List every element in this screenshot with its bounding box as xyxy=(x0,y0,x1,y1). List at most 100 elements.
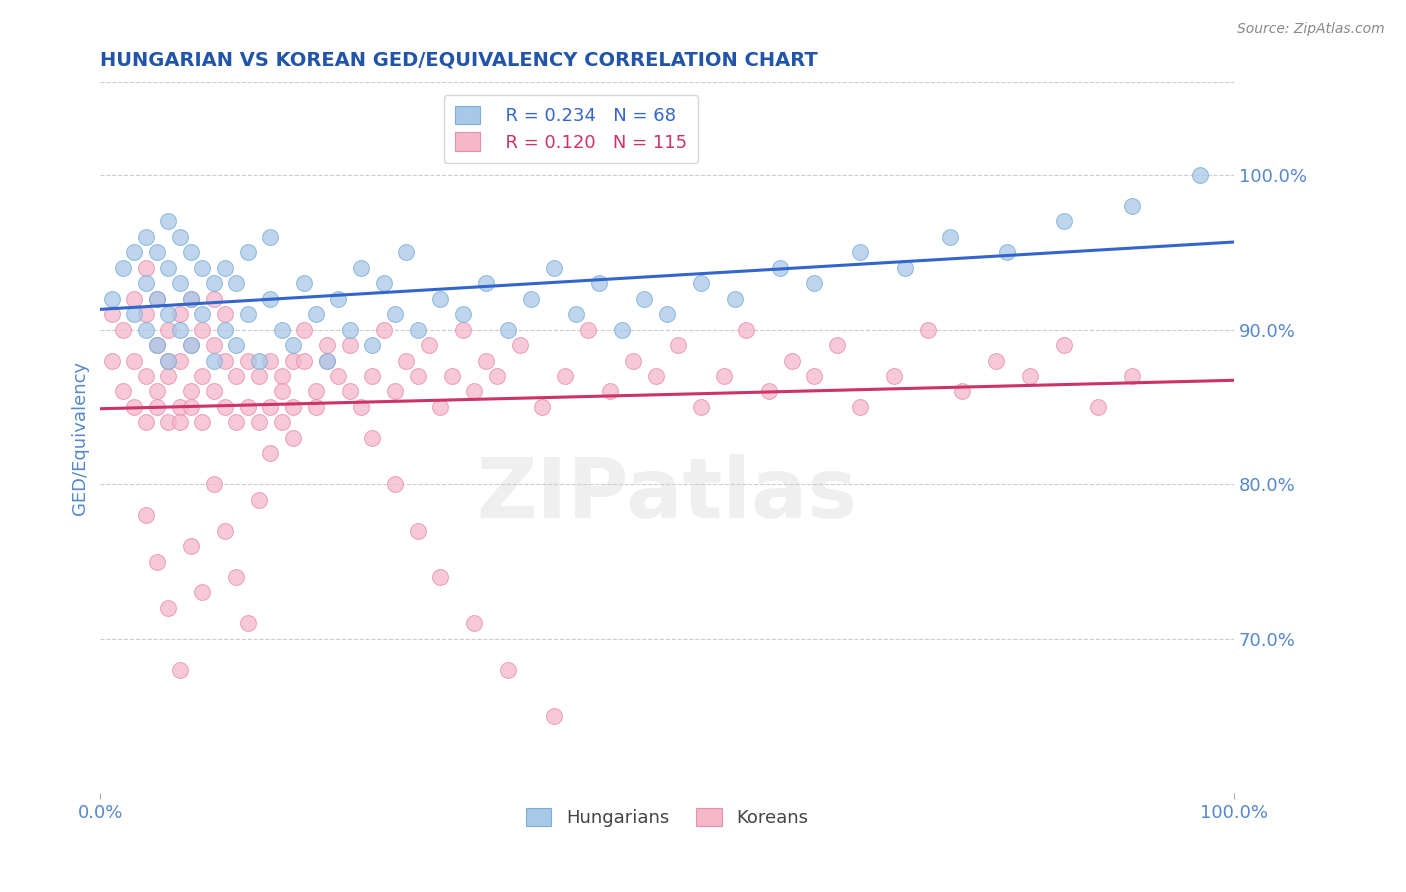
Point xyxy=(180,338,202,352)
Point xyxy=(848,245,870,260)
Point xyxy=(157,260,180,275)
Point xyxy=(361,369,384,384)
Point xyxy=(292,353,315,368)
Point xyxy=(758,384,780,399)
Point xyxy=(236,616,259,631)
Point xyxy=(169,400,191,414)
Point xyxy=(146,338,169,352)
Point xyxy=(214,400,236,414)
Point xyxy=(429,400,451,414)
Point xyxy=(350,260,373,275)
Point xyxy=(225,277,247,291)
Point xyxy=(191,260,214,275)
Point xyxy=(803,277,825,291)
Point xyxy=(339,384,361,399)
Point xyxy=(780,353,803,368)
Point xyxy=(111,260,134,275)
Point xyxy=(191,307,214,321)
Point xyxy=(146,245,169,260)
Point xyxy=(406,369,429,384)
Point xyxy=(169,353,191,368)
Point xyxy=(644,369,666,384)
Point xyxy=(350,400,373,414)
Point xyxy=(451,307,474,321)
Point xyxy=(498,663,520,677)
Point xyxy=(281,400,304,414)
Point xyxy=(180,384,202,399)
Point xyxy=(157,416,180,430)
Point xyxy=(146,292,169,306)
Point xyxy=(1121,199,1143,213)
Point xyxy=(124,307,146,321)
Point xyxy=(543,260,565,275)
Point xyxy=(474,277,496,291)
Point xyxy=(883,369,905,384)
Point xyxy=(135,323,157,337)
Point xyxy=(180,338,202,352)
Point xyxy=(520,292,543,306)
Point xyxy=(373,323,395,337)
Point xyxy=(486,369,509,384)
Point xyxy=(169,230,191,244)
Point xyxy=(169,416,191,430)
Point xyxy=(1053,214,1076,228)
Point xyxy=(157,600,180,615)
Point xyxy=(328,292,350,306)
Point xyxy=(111,323,134,337)
Point xyxy=(180,245,202,260)
Point xyxy=(157,214,180,228)
Point xyxy=(247,416,270,430)
Point xyxy=(328,369,350,384)
Point xyxy=(225,369,247,384)
Point xyxy=(655,307,678,321)
Point xyxy=(191,585,214,599)
Point xyxy=(395,353,418,368)
Point xyxy=(270,323,292,337)
Legend: Hungarians, Koreans: Hungarians, Koreans xyxy=(519,800,815,834)
Point xyxy=(135,260,157,275)
Point xyxy=(270,416,292,430)
Point xyxy=(724,292,747,306)
Point xyxy=(169,323,191,337)
Point xyxy=(146,292,169,306)
Point xyxy=(157,307,180,321)
Point xyxy=(259,400,281,414)
Point xyxy=(463,616,485,631)
Point xyxy=(440,369,463,384)
Point xyxy=(157,323,180,337)
Point xyxy=(225,570,247,584)
Point xyxy=(202,277,225,291)
Point xyxy=(180,292,202,306)
Point xyxy=(236,353,259,368)
Point xyxy=(214,323,236,337)
Point xyxy=(259,353,281,368)
Point xyxy=(509,338,531,352)
Point xyxy=(984,353,1007,368)
Point xyxy=(124,292,146,306)
Point xyxy=(191,369,214,384)
Point xyxy=(202,338,225,352)
Point xyxy=(543,709,565,723)
Point xyxy=(169,307,191,321)
Point xyxy=(214,260,236,275)
Point xyxy=(202,353,225,368)
Point xyxy=(418,338,440,352)
Point xyxy=(429,292,451,306)
Point xyxy=(498,323,520,337)
Point xyxy=(124,400,146,414)
Point xyxy=(939,230,962,244)
Point xyxy=(100,307,122,321)
Point xyxy=(270,369,292,384)
Point xyxy=(995,245,1018,260)
Point xyxy=(146,554,169,568)
Point xyxy=(146,338,169,352)
Point xyxy=(135,230,157,244)
Point xyxy=(247,492,270,507)
Point xyxy=(169,663,191,677)
Point xyxy=(202,384,225,399)
Point xyxy=(180,292,202,306)
Point xyxy=(384,477,406,491)
Point xyxy=(247,353,270,368)
Point xyxy=(848,400,870,414)
Point xyxy=(292,277,315,291)
